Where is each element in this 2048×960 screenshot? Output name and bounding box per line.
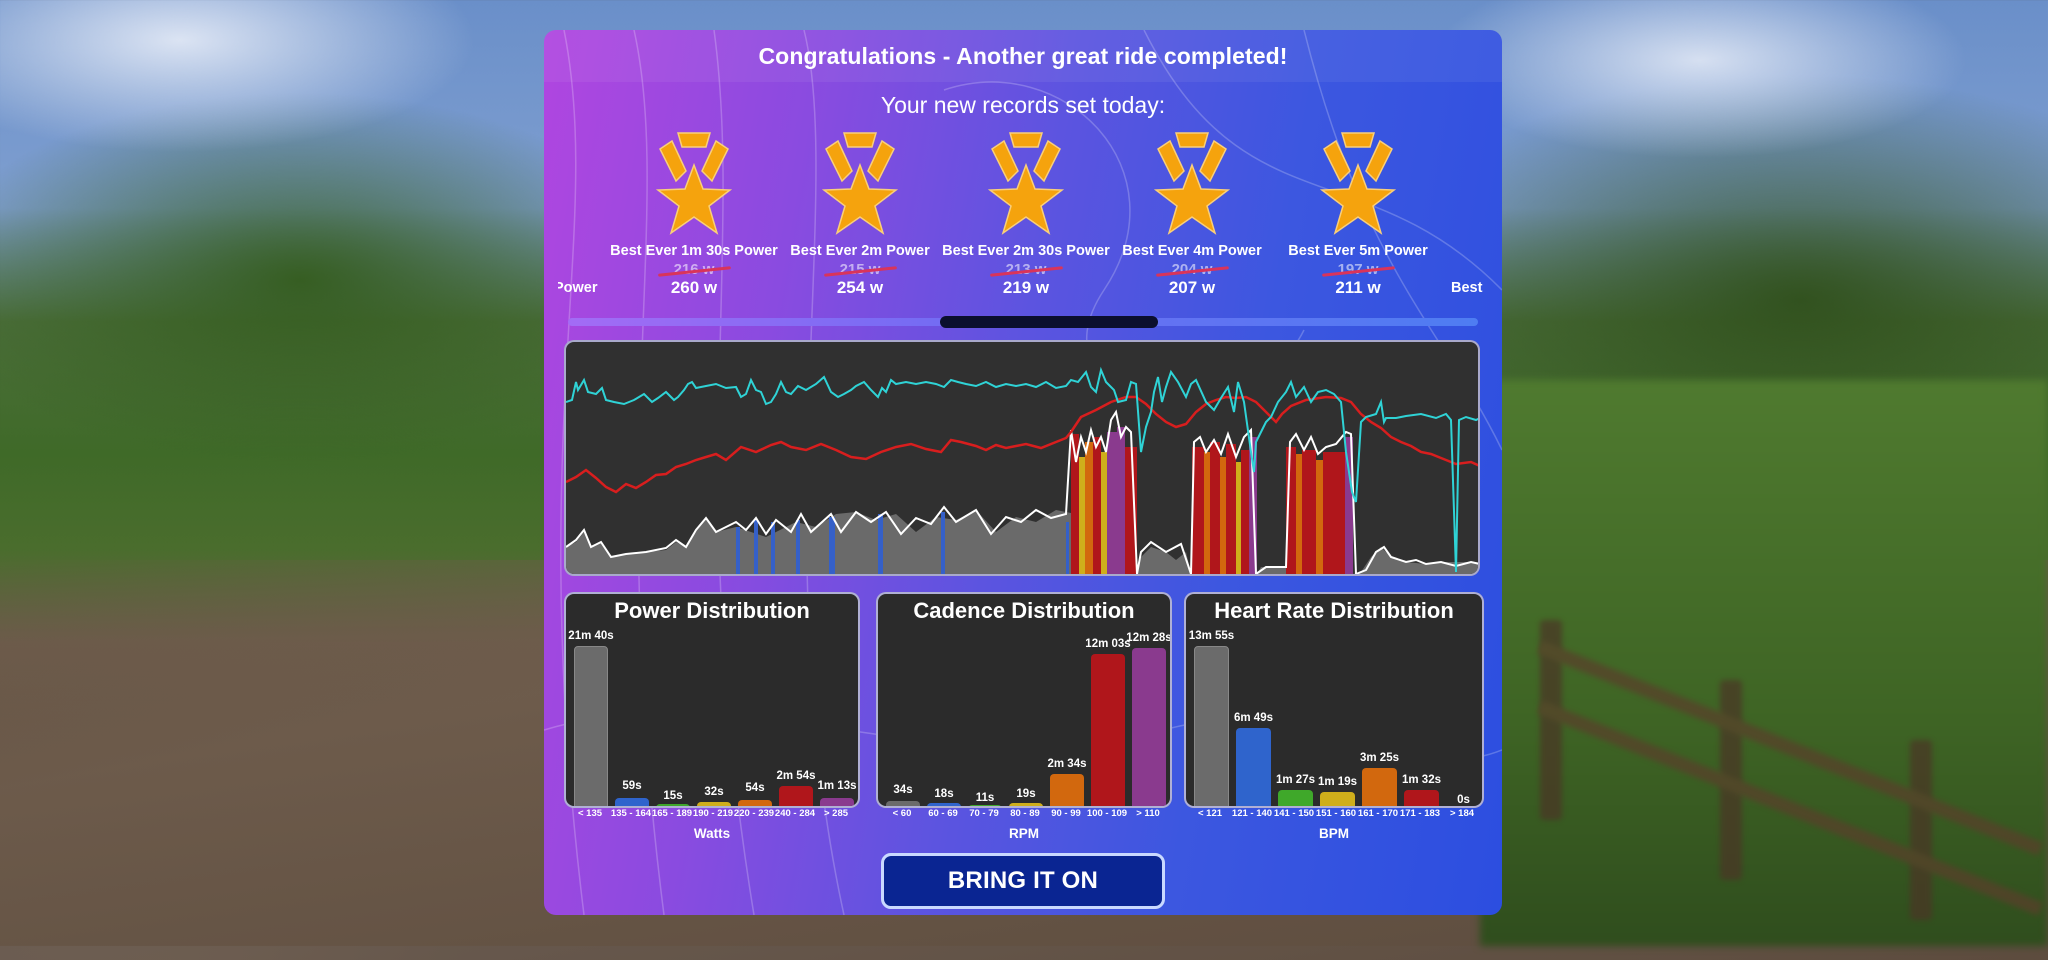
header-bar: Congratulations - Another great ride com… bbox=[544, 30, 1502, 82]
bar-power-zone-3: 15s bbox=[656, 790, 690, 806]
cadence-distribution-chart: Cadence Distribution 34s 18s 11s 19s 2m … bbox=[876, 592, 1172, 808]
bar-hr-zone-4: 1m 19s bbox=[1318, 776, 1357, 806]
power-distribution-title: Power Distribution bbox=[614, 598, 810, 623]
bring-it-on-button[interactable]: BRING IT ON bbox=[881, 853, 1165, 909]
bar-hr-zone-5: 3m 25s bbox=[1360, 752, 1399, 806]
bar-power-zone-5: 54s bbox=[738, 782, 772, 806]
medal-star-icon bbox=[1153, 132, 1231, 235]
bar-power-zone-7: 1m 13s bbox=[817, 780, 857, 806]
record-previous-value: 213 w bbox=[1005, 261, 1047, 278]
bar-power-zone-4: 32s bbox=[697, 786, 731, 806]
bar-cadence-zone-4: 19s bbox=[1009, 788, 1043, 806]
bar-cadence-zone-5: 2m 34s bbox=[1047, 758, 1087, 806]
header-title: Congratulations - Another great ride com… bbox=[758, 42, 1288, 69]
record-previous-value: 215 w bbox=[839, 261, 881, 278]
record-previous-value: 204 w bbox=[1171, 261, 1213, 278]
cadence-distribution-title: Cadence Distribution bbox=[913, 598, 1135, 623]
record-label-partial-left: Power bbox=[558, 280, 598, 296]
bar-hr-zone-6: 1m 32s bbox=[1402, 774, 1441, 806]
medal-star-icon bbox=[821, 132, 899, 235]
power-distribution-chart: Power Distribution 21m 40s 59s 15s 32s 5… bbox=[564, 592, 860, 808]
ride-summary-panel: Congratulations - Another great ride com… bbox=[544, 30, 1502, 915]
records-carousel[interactable]: Power Best Ever 1m 30s Power 216 w 260 w bbox=[558, 125, 1488, 345]
timeline-plot bbox=[566, 366, 1478, 574]
medal-star-icon bbox=[1319, 132, 1397, 235]
heart-rate-distribution-title: Heart Rate Distribution bbox=[1214, 598, 1454, 623]
record-previous-value: 216 w bbox=[673, 261, 715, 278]
bar-cadence-zone-7: 12m 28s bbox=[1126, 632, 1170, 806]
heart-rate-distribution-chart: Heart Rate Distribution 13m 55s 6m 49s 1… bbox=[1184, 592, 1484, 808]
record-card: Best Ever 2m 30s Power 213 w 219 w bbox=[936, 125, 1116, 298]
record-card: Best Ever 5m Power 197 w 211 w bbox=[1268, 125, 1448, 298]
record-previous-value: 197 w bbox=[1337, 261, 1379, 278]
medal-star-icon bbox=[655, 132, 733, 235]
record-new-value: 219 w bbox=[1002, 278, 1050, 297]
bar-cadence-zone-2: 18s bbox=[927, 788, 961, 806]
record-title: Best Ever 2m Power bbox=[790, 243, 930, 259]
heart-rate-distribution-unit: BPM bbox=[1319, 826, 1349, 841]
ride-timeline-chart bbox=[564, 340, 1480, 576]
cadence-distribution-x-axis: < 60 60 - 69 70 - 79 80 - 89 90 - 99 100… bbox=[892, 808, 1160, 819]
bar-hr-zone-2: 6m 49s bbox=[1234, 712, 1273, 806]
bar-cadence-zone-6: 12m 03s bbox=[1085, 638, 1131, 806]
record-new-value: 211 w bbox=[1335, 278, 1381, 297]
cadence-distribution-unit: RPM bbox=[1009, 826, 1039, 841]
bar-power-zone-1: 21m 40s bbox=[568, 630, 614, 806]
record-card: Best Ever 1m 30s Power 216 w 260 w bbox=[604, 125, 784, 298]
record-title: Best Ever 5m Power bbox=[1288, 243, 1428, 259]
record-title: Best Ever 2m 30s Power bbox=[942, 243, 1110, 259]
record-card: Best Ever 2m Power 215 w 254 w bbox=[770, 125, 950, 298]
records-subtitle: Your new records set today: bbox=[880, 92, 1166, 118]
heart-rate-distribution-x-axis: < 121 121 - 140 141 - 150 151 - 160 161 … bbox=[1197, 808, 1475, 819]
heart-rate-distribution-bars: 13m 55s 6m 49s 1m 27s 1m 19s 3m 25s 1m 3… bbox=[1189, 630, 1478, 806]
cadence-distribution-bars: 34s 18s 11s 19s 2m 34s 12m 03s bbox=[882, 632, 1170, 806]
background-fence bbox=[1520, 620, 2048, 920]
record-card: Best Ever 4m Power 204 w 207 w bbox=[1102, 125, 1282, 298]
bar-power-zone-6: 2m 54s bbox=[776, 770, 816, 806]
record-label-partial-right: Best bbox=[1451, 280, 1483, 296]
power-distribution-unit: Watts bbox=[693, 826, 731, 841]
records-scrollbar-thumb[interactable] bbox=[940, 316, 1158, 328]
bar-power-zone-2: 59s bbox=[615, 780, 649, 806]
bar-hr-zone-3: 1m 27s bbox=[1276, 774, 1315, 806]
record-title: Best Ever 1m 30s Power bbox=[610, 243, 778, 259]
record-new-value: 260 w bbox=[670, 278, 718, 297]
bar-cadence-zone-1: 34s bbox=[886, 784, 920, 806]
medal-star-icon bbox=[987, 132, 1065, 235]
record-new-value: 207 w bbox=[1168, 278, 1216, 297]
record-new-value: 254 w bbox=[836, 278, 884, 297]
bar-cadence-zone-3: 11s bbox=[968, 792, 1002, 806]
records-scrollbar[interactable] bbox=[568, 316, 1478, 328]
record-title: Best Ever 4m Power bbox=[1122, 243, 1262, 259]
power-distribution-x-axis: < 135 135 - 164 165 - 189 190 - 219 220 … bbox=[577, 808, 849, 819]
bar-hr-zone-1: 13m 55s bbox=[1189, 630, 1234, 806]
power-distribution-bars: 21m 40s 59s 15s 32s 54s 2m 54s bbox=[568, 630, 857, 806]
